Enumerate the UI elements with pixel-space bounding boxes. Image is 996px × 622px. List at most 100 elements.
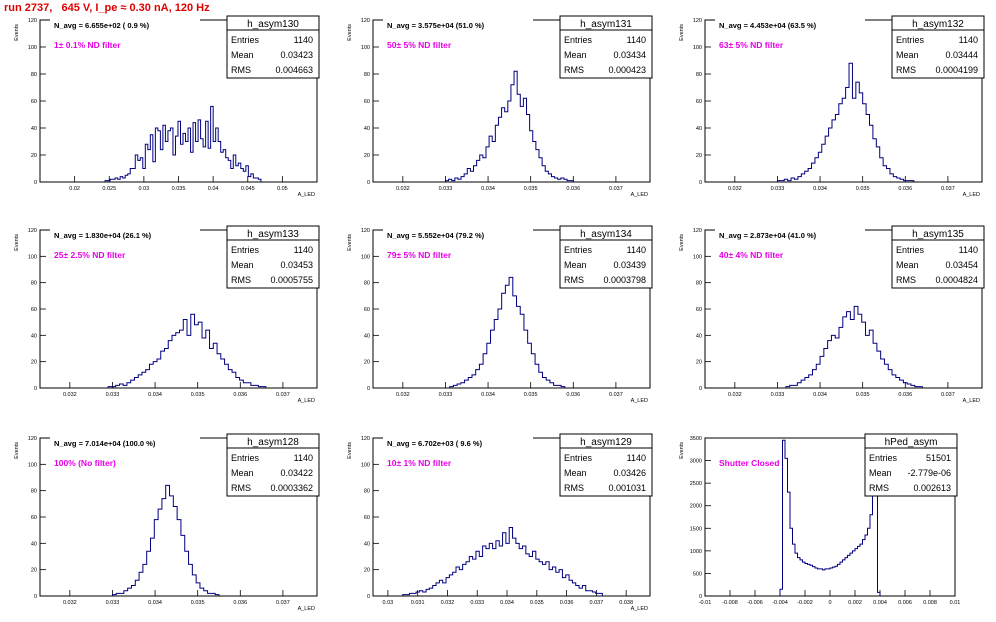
histogram-hPed_asym: 0 500 1000 1500 2000 2500 3000 3500 Events -0.01 -… — [679, 433, 960, 606]
stats-label: Entries — [564, 453, 593, 463]
histogram-bin — [248, 177, 251, 182]
histogram-name: h_asym129 — [580, 437, 632, 448]
y-tick-label: 0 — [34, 386, 37, 392]
histogram-bin — [797, 383, 801, 388]
histogram-bin — [236, 377, 240, 388]
stats-box — [559, 225, 653, 289]
histogram-bin — [517, 306, 521, 388]
y-tick-label: 60 — [31, 515, 37, 521]
stats-value: 1140 — [294, 453, 313, 463]
histogram-outline — [104, 105, 262, 182]
filter-annotation: 50± 5% ND filter — [387, 40, 452, 50]
y-tick-label: 100 — [28, 254, 37, 260]
histogram-bin — [134, 377, 138, 388]
y-tick-label: 1500 — [690, 526, 702, 532]
x-axis-label: A_LED — [298, 192, 315, 198]
histogram-bin — [498, 309, 502, 388]
x-axis-label: A_LED — [298, 398, 315, 404]
y-tick-label: 80 — [364, 489, 370, 495]
x-axis-label: A_LED — [631, 606, 648, 612]
histogram-name: hPed_asym — [885, 437, 938, 448]
histogram-outline — [779, 439, 881, 596]
stats-label: Mean — [231, 260, 254, 270]
histogram-bin — [890, 174, 893, 182]
histogram-bin — [208, 148, 211, 182]
histogram-bin — [513, 538, 516, 596]
y-axis-label: Events — [14, 24, 20, 41]
stats-label: RMS — [564, 65, 584, 75]
histogram-bin — [516, 543, 519, 596]
histogram-bin — [228, 370, 232, 388]
histogram-bin — [217, 354, 221, 388]
histogram-bin — [865, 535, 868, 596]
y-tick-label: 120 — [361, 436, 370, 442]
histogram-bin — [528, 343, 532, 388]
x-axis-label: A_LED — [631, 192, 648, 198]
x-tick-label: 0.034 — [148, 600, 162, 606]
histogram-bin — [189, 564, 193, 596]
histogram-bin — [892, 375, 896, 388]
histogram-bin — [856, 82, 859, 182]
histogram-bin — [225, 364, 229, 388]
filter-annotation: Shutter Closed — [719, 458, 779, 468]
x-tick-label: 0.037 — [590, 600, 604, 606]
filter-annotation: 40± 4% ND filter — [719, 250, 784, 260]
histogram-bin — [858, 314, 862, 388]
stats-label: Mean — [231, 50, 254, 60]
histogram-bin — [815, 158, 818, 182]
x-tick-label: -0.006 — [747, 600, 763, 606]
histogram-bin — [520, 314, 524, 388]
histogram-bin — [820, 356, 824, 388]
y-tick-label: 60 — [696, 307, 702, 313]
histogram-bin — [800, 560, 803, 596]
x-tick-label: 0.038 — [619, 600, 633, 606]
stats-value: 0.004663 — [275, 65, 313, 75]
stats-label: Mean — [896, 260, 919, 270]
histogram-bin — [519, 549, 522, 596]
histogram-bin — [883, 166, 886, 182]
stats-value: 0.0003362 — [270, 483, 313, 493]
stats-box — [891, 15, 985, 79]
stats-value: 1140 — [627, 453, 646, 463]
histogram-bin — [221, 152, 224, 182]
histogram-outline — [449, 276, 566, 388]
histogram-bin — [822, 144, 825, 182]
x-axis-label: A_LED — [963, 398, 980, 404]
y-tick-label: 20 — [31, 153, 37, 159]
x-tick-label: 0.037 — [276, 600, 290, 606]
histogram-bin — [123, 178, 126, 182]
filter-annotation: 1± 0.1% ND filter — [54, 40, 121, 50]
histogram-bin — [150, 538, 154, 596]
stats-value: 1140 — [959, 35, 978, 45]
y-axis-label: Events — [679, 234, 685, 251]
x-tick-label: -0.002 — [797, 600, 813, 606]
stats-value: 0.000423 — [608, 65, 646, 75]
x-tick-label: 0.034 — [481, 186, 495, 192]
stats-value: 1140 — [627, 35, 646, 45]
y-tick-label: 60 — [696, 99, 702, 105]
y-tick-label: 40 — [31, 541, 37, 547]
histogram-bars — [450, 277, 565, 388]
histogram-bin — [825, 569, 828, 596]
histogram-bin — [466, 562, 469, 596]
stats-label: Mean — [564, 468, 587, 478]
histogram-h_asym135: 0 20 40 60 80 100 120 Events 0.032 0.033 0.034 0.03… — [679, 225, 985, 404]
stats-value: 1140 — [294, 245, 313, 255]
x-tick-label: -0.01 — [699, 600, 712, 606]
y-tick-label: 1000 — [690, 549, 702, 555]
y-tick-label: 80 — [364, 72, 370, 78]
histogram-bin — [858, 546, 861, 596]
x-tick-label: 0.036 — [566, 392, 580, 398]
x-tick-label: 0.036 — [233, 600, 247, 606]
histogram-bin — [253, 178, 256, 182]
histogram-bin — [187, 335, 191, 388]
histogram-bin — [196, 142, 199, 183]
x-axis-label: A_LED — [631, 398, 648, 404]
y-tick-label: 40 — [364, 541, 370, 547]
stats-value: 0.03434 — [613, 50, 646, 60]
y-tick-label: 20 — [364, 153, 370, 159]
histogram-bin — [459, 570, 462, 596]
histogram-bin — [529, 557, 532, 597]
x-tick-label: 0.04 — [208, 186, 219, 192]
run-title: run 2737, 645 V, I_pe ≈ 0.30 nA, 120 Hz — [4, 2, 210, 14]
